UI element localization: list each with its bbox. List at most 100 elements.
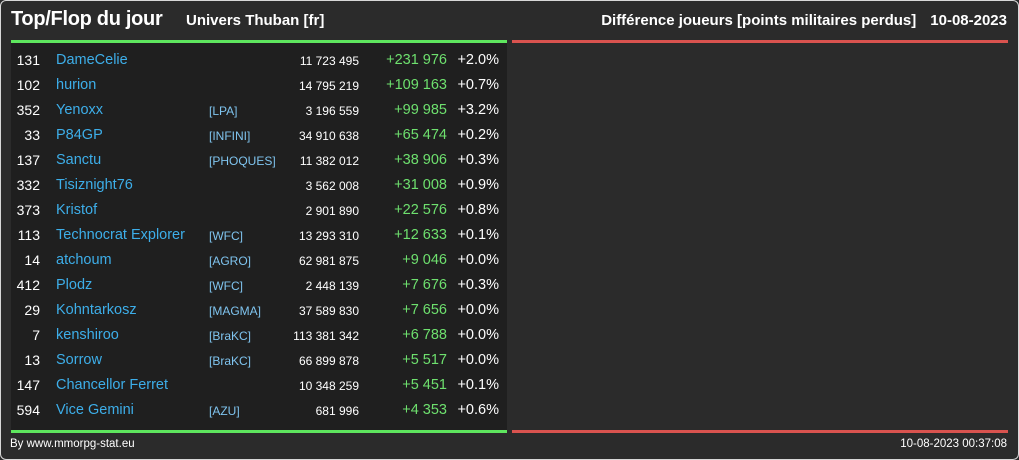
player-rank: 594 [16, 402, 40, 418]
player-diff: +4 353 [402, 402, 447, 418]
player-alliance-link[interactable]: [WFC] [209, 229, 243, 243]
player-rank: 29 [24, 302, 40, 318]
player-diff-percent: +0.0% [457, 252, 499, 268]
player-points: 113 381 342 [293, 329, 359, 343]
player-alliance-link[interactable]: [BraKC] [209, 329, 252, 343]
player-row: 594 Vice Gemini [AZU] 681 996 +4 353 +0.6% [11, 397, 507, 422]
player-row: 332 Tisiznight76 3 562 008 +31 008 +0.9% [11, 172, 507, 197]
player-name-link[interactable]: Chancellor Ferret [56, 377, 169, 393]
player-diff-percent: +0.6% [457, 402, 499, 418]
top-players-panel: 131 DameCelie 11 723 495 +231 976 +2.0% 102 hu… [11, 43, 507, 430]
player-name-link[interactable]: Sanctu [56, 152, 102, 168]
player-alliance-link[interactable]: [AZU] [209, 404, 240, 418]
player-diff-percent: +0.3% [457, 152, 499, 168]
universe-label: Univers Thuban [fr] [186, 12, 325, 29]
player-alliance-link[interactable]: [LPA] [209, 104, 238, 118]
player-name-link[interactable]: atchoum [56, 252, 112, 268]
player-row: 29 Kohntarkosz [MAGMA] 37 589 830 +7 656 +0.0… [11, 297, 507, 322]
player-name-link[interactable]: Tisiznight76 [56, 177, 133, 193]
player-points: 3 196 559 [305, 104, 359, 118]
player-diff-percent: +0.2% [457, 127, 499, 143]
flop-divider-red [512, 40, 1008, 43]
player-row: 13 Sorrow [BraKC] 66 899 878 +5 517 +0.0% [11, 347, 507, 372]
player-diff-percent: +0.1% [457, 227, 499, 243]
player-name-link[interactable]: Vice Gemini [56, 402, 134, 418]
player-name-link[interactable]: P84GP [56, 127, 103, 143]
player-diff: +65 474 [394, 127, 447, 143]
footer-timestamp: 10-08-2023 00:37:08 [900, 438, 1007, 450]
top-divider-green [11, 40, 507, 43]
player-diff: +5 517 [402, 352, 447, 368]
player-name-link[interactable]: Yenoxx [56, 102, 104, 118]
player-diff: +12 633 [394, 227, 447, 243]
player-diff-percent: +0.0% [457, 352, 499, 368]
player-points: 2 901 890 [305, 204, 359, 218]
player-rank: 352 [16, 102, 40, 118]
player-row: 352 Yenoxx [LPA] 3 196 559 +99 985 +3.2% [11, 97, 507, 122]
player-name-link[interactable]: Plodz [56, 277, 93, 293]
player-rank: 14 [24, 252, 40, 268]
player-name-link[interactable]: hurion [56, 77, 97, 93]
player-rank: 131 [16, 52, 40, 68]
player-name-link[interactable]: Kohntarkosz [56, 302, 137, 318]
player-diff: +7 656 [402, 302, 447, 318]
player-rank: 102 [16, 77, 40, 93]
player-alliance-link[interactable]: [WFC] [209, 279, 243, 293]
player-alliance-link[interactable]: [PHOQUES] [209, 154, 276, 168]
player-rank: 7 [32, 327, 40, 343]
player-rank: 113 [17, 227, 40, 243]
player-row: 373 Kristof 2 901 890 +22 576 +0.8% [11, 197, 507, 222]
player-points: 11 723 495 [299, 54, 359, 68]
player-diff-percent: +0.1% [457, 377, 499, 393]
player-diff-percent: +3.2% [457, 102, 499, 118]
page-title: Top/Flop du jour [11, 8, 163, 30]
player-diff: +22 576 [394, 202, 447, 218]
player-row: 7 kenshiroo [BraKC] 113 381 342 +6 788 +0.0% [11, 322, 507, 347]
player-diff: +6 788 [402, 327, 447, 343]
player-row: 412 Plodz [WFC] 2 448 139 +7 676 +0.3% [11, 272, 507, 297]
player-row: 137 Sanctu [PHOQUES] 11 382 012 +38 906 +0.3% [11, 147, 507, 172]
player-alliance-link[interactable]: [MAGMA] [209, 304, 262, 318]
top-players-list: 131 DameCelie 11 723 495 +231 976 +2.0% 102 hu… [11, 47, 507, 422]
player-rank: 13 [24, 352, 40, 368]
player-row: 147 Chancellor Ferret 10 348 259 +5 451 +0.1… [11, 372, 507, 397]
player-rank: 373 [16, 202, 40, 218]
player-rank: 137 [16, 152, 40, 168]
player-row: 14 atchoum [AGRO] 62 981 875 +9 046 +0.0% [11, 247, 507, 272]
player-diff-percent: +0.9% [457, 177, 499, 193]
player-points: 681 996 [315, 404, 359, 418]
player-alliance-link[interactable]: [BraKC] [209, 354, 252, 368]
player-diff-percent: +0.0% [457, 327, 499, 343]
bottom-divider-red [512, 430, 1008, 433]
player-alliance-link[interactable]: [INFINI] [209, 129, 251, 143]
footer-credit: By www.mmorpg-stat.eu [10, 438, 135, 450]
player-row: 113 Technocrat Explorer [WFC] 13 293 310 +12… [11, 222, 507, 247]
player-diff-percent: +0.8% [457, 202, 499, 218]
player-rank: 147 [16, 377, 40, 393]
player-name-link[interactable]: DameCelie [56, 52, 128, 68]
player-diff: +38 906 [394, 152, 447, 168]
player-points: 3 562 008 [305, 179, 359, 193]
player-diff: +5 451 [402, 377, 447, 393]
player-name-link[interactable]: Sorrow [56, 352, 102, 368]
player-name-link[interactable]: Kristof [56, 202, 98, 218]
player-name-link[interactable]: kenshiroo [56, 327, 119, 343]
player-diff-percent: +0.7% [457, 77, 499, 93]
player-diff: +231 976 [386, 52, 447, 68]
player-rank: 332 [16, 177, 40, 193]
bottom-divider-green [11, 430, 507, 433]
player-name-link[interactable]: Technocrat Explorer [56, 227, 185, 243]
player-points: 2 448 139 [305, 279, 359, 293]
ranking-header: Différence joueurs [points militaires pe… [601, 12, 1007, 29]
player-alliance-link[interactable]: [AGRO] [209, 254, 252, 268]
player-diff-percent: +2.0% [457, 52, 499, 68]
player-diff-percent: +0.3% [457, 277, 499, 293]
player-diff: +31 008 [394, 177, 447, 193]
player-rank: 412 [16, 277, 40, 293]
player-diff: +7 676 [402, 277, 447, 293]
flop-players-panel [512, 43, 1008, 430]
player-row: 131 DameCelie 11 723 495 +231 976 +2.0% [11, 47, 507, 72]
player-points: 37 589 830 [298, 304, 359, 318]
player-points: 62 981 875 [298, 254, 359, 268]
player-row: 102 hurion 14 795 219 +109 163 +0.7% [11, 72, 507, 97]
